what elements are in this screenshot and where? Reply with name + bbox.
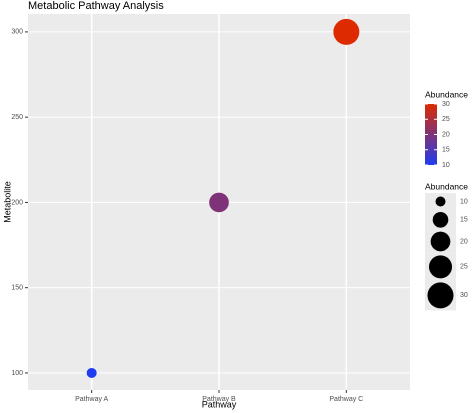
- legend-label: 20: [460, 238, 468, 245]
- legend-size: [432, 212, 449, 228]
- legend-label: 25: [460, 264, 468, 271]
- x-axis-label: Pathway: [202, 399, 237, 409]
- chart-title: Metabolic Pathway Analysis: [28, 0, 164, 12]
- color-bar-label: 20: [442, 131, 450, 138]
- x-tick-label: Pathway B: [202, 396, 236, 403]
- color-bar-label: 10: [442, 162, 450, 169]
- y-axis-label: Metabolite: [2, 181, 12, 223]
- color-bar-label: 30: [442, 101, 450, 108]
- color-bar-label: 15: [442, 147, 450, 154]
- y-tick-label: 300: [11, 29, 23, 36]
- point: [333, 18, 360, 45]
- x-tick-label: Pathway A: [75, 396, 108, 403]
- legend-size: [435, 196, 446, 207]
- y-tick-label: 250: [11, 114, 23, 121]
- y-tick-label: 150: [11, 285, 23, 292]
- legend-size: [427, 282, 454, 309]
- x-tick-label: Pathway C: [329, 396, 363, 403]
- color-bar-label: 25: [442, 116, 450, 123]
- legend-size: [428, 255, 453, 279]
- legend-label: 15: [460, 217, 468, 224]
- size-legend-title: Abundance: [425, 181, 468, 191]
- color-legend-title: Abundance: [425, 89, 468, 99]
- point: [86, 367, 97, 378]
- legend-label: 30: [460, 292, 468, 299]
- legend-size: [430, 231, 451, 252]
- y-tick-label: 100: [11, 370, 23, 377]
- point: [209, 192, 229, 213]
- legend-label: 10: [460, 198, 468, 205]
- y-tick-label: 200: [11, 199, 23, 206]
